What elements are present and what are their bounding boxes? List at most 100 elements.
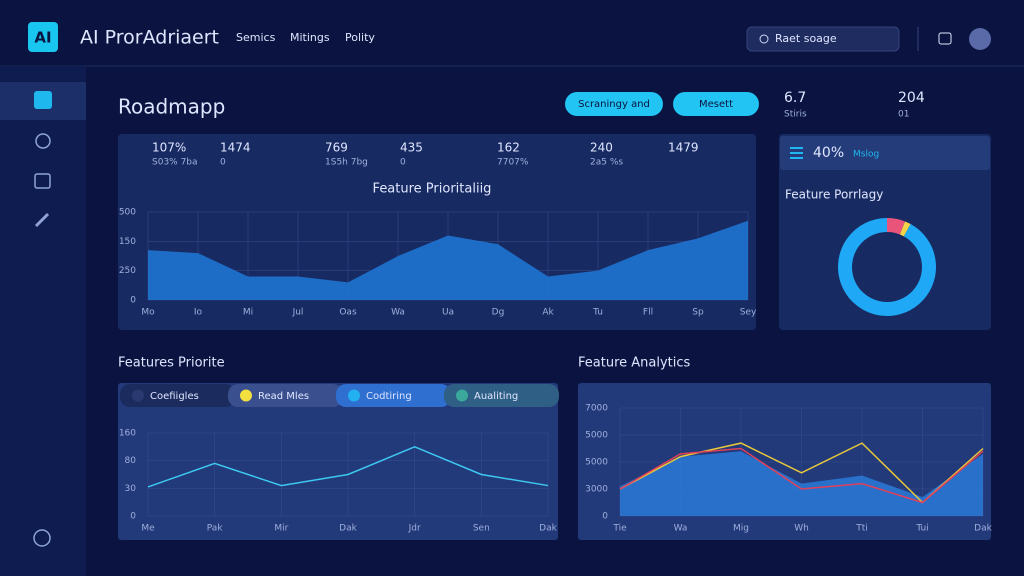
- x-tick-label: Tu: [592, 308, 603, 318]
- kpi-label: 7707%: [497, 158, 529, 168]
- stat-label: 01: [898, 110, 909, 120]
- legend-tab[interactable]: [336, 384, 451, 407]
- sidebar-icon[interactable]: [35, 133, 51, 149]
- section-title: Feature Analytics: [578, 356, 691, 371]
- icon[interactable]: [938, 32, 952, 45]
- x-tick-label: Mo: [141, 308, 155, 318]
- donut-title: Feature Porrlagy: [785, 188, 883, 202]
- x-tick-label: Me: [141, 524, 155, 534]
- x-tick-label: Dg: [492, 308, 505, 318]
- x-tick-label: Wa: [391, 308, 405, 318]
- kpi-value: 1479: [668, 141, 699, 155]
- x-tick-label: Oas: [339, 308, 357, 318]
- x-tick-label: Jul: [292, 308, 304, 318]
- kpi-label: 2a5 %s: [590, 158, 623, 168]
- x-tick-label: Dak: [339, 524, 357, 534]
- kpi-label: 1S5h 7bg: [325, 158, 368, 168]
- donut-segment: [886, 218, 906, 235]
- kpi-value: 769: [325, 141, 348, 155]
- donut-segment: [899, 221, 911, 237]
- legend-tab[interactable]: [444, 384, 559, 407]
- button[interactable]: [673, 92, 759, 116]
- y-tick-label: 150: [119, 237, 136, 247]
- search-box[interactable]: [746, 26, 900, 52]
- button[interactable]: [565, 92, 663, 116]
- x-tick-label: Mir: [274, 524, 288, 534]
- button-label[interactable]: Scraningy and: [578, 99, 650, 110]
- stat-value: 6.7: [784, 90, 806, 106]
- sidebar-icon[interactable]: [34, 173, 51, 189]
- legend-label: Read Mles: [258, 391, 309, 402]
- area: [148, 220, 748, 300]
- y-tick-label: 80: [125, 456, 137, 466]
- logo-text: AI: [34, 29, 51, 47]
- x-tick-label: Tie: [612, 524, 627, 534]
- kpi-label: S03% 7ba: [152, 158, 198, 168]
- x-tick-label: Jdr: [408, 524, 421, 534]
- sidebar-icon[interactable]: [34, 212, 50, 228]
- nav-item[interactable]: Mitings: [290, 31, 330, 44]
- line: [147, 446, 549, 488]
- x-tick-label: Tti: [855, 524, 868, 534]
- donut-header-value: 40%: [813, 145, 844, 161]
- x-tick-label: Pak: [207, 524, 224, 534]
- nav-item[interactable]: Polity: [345, 31, 375, 44]
- y-tick-label: 5000: [585, 458, 608, 468]
- y-tick-label: 0: [602, 512, 608, 522]
- y-tick-label: 30: [125, 484, 137, 494]
- y-tick-label: 5000: [585, 431, 608, 441]
- x-tick-label: Wh: [794, 524, 809, 534]
- area: [620, 451, 983, 516]
- x-tick-label: Sey: [740, 308, 757, 318]
- kpi-label: 0: [400, 158, 406, 168]
- y-tick-label: 160: [119, 429, 136, 439]
- sidebar-icon[interactable]: [34, 91, 52, 109]
- nav-item[interactable]: Semics: [236, 31, 276, 44]
- section-title: Features Priorite: [118, 356, 225, 371]
- legend-label: Coefiigles: [150, 391, 199, 402]
- donut-segment: [838, 218, 936, 316]
- stat-label: Stiris: [784, 110, 807, 120]
- x-tick-label: Sp: [692, 308, 704, 318]
- kpi-value: 240: [590, 141, 613, 155]
- multi-panel: [578, 383, 991, 540]
- avatar[interactable]: [969, 28, 991, 50]
- legend-tab[interactable]: [228, 384, 343, 407]
- x-tick-label: Io: [194, 308, 203, 318]
- legend-swatch: [240, 389, 252, 402]
- x-tick-label: Tui: [915, 524, 928, 534]
- kpi-value: 162: [497, 141, 520, 155]
- x-tick-label: Mi: [243, 308, 253, 318]
- sidebar: [0, 66, 86, 576]
- y-tick-label: 250: [119, 266, 136, 276]
- y-tick-label: 3000: [585, 485, 608, 495]
- x-tick-label: Fll: [643, 308, 653, 318]
- x-tick-label: Dak: [974, 524, 992, 534]
- legend-swatch: [132, 389, 144, 402]
- kpi-value: 1474: [220, 141, 251, 155]
- legend-label: Aualiting: [474, 391, 518, 402]
- button-label[interactable]: Mesett: [699, 99, 733, 110]
- kpi-label: 0: [220, 158, 226, 168]
- legend-swatch: [456, 389, 468, 402]
- help-icon[interactable]: [33, 529, 51, 547]
- y-tick-label: 7000: [585, 404, 608, 414]
- y-tick-label: 0: [130, 296, 136, 306]
- legend-label: Codtiring: [366, 391, 412, 402]
- donut-header-label: Mslog: [853, 150, 879, 160]
- legend-swatch: [348, 389, 360, 402]
- kpi-value: 107%: [152, 141, 186, 155]
- x-tick-label: Dak: [539, 524, 557, 534]
- x-tick-label: Ak: [542, 308, 554, 318]
- x-tick-label: Wa: [674, 524, 688, 534]
- y-tick-label: 0: [130, 512, 136, 522]
- legend-tab[interactable]: [120, 384, 235, 407]
- search-icon: [759, 34, 769, 44]
- donut-header: [780, 136, 990, 170]
- page-title: Roadmapp: [118, 95, 225, 119]
- x-tick-label: Mig: [733, 524, 749, 534]
- app-name: AI ProrAdriaert: [80, 27, 219, 49]
- x-tick-label: Ua: [442, 308, 454, 318]
